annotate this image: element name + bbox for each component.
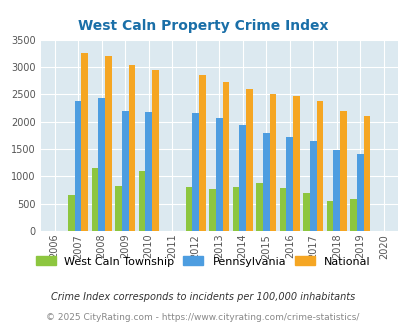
Bar	[209, 189, 215, 231]
Bar	[192, 114, 198, 231]
Bar	[316, 101, 322, 231]
Bar	[105, 56, 111, 231]
Bar	[222, 82, 228, 231]
Bar	[215, 118, 222, 231]
Bar	[92, 168, 98, 231]
Bar	[292, 96, 299, 231]
Bar	[286, 137, 292, 231]
Bar	[232, 187, 239, 231]
Bar	[68, 195, 75, 231]
Bar	[145, 112, 151, 231]
Bar	[198, 75, 205, 231]
Bar	[362, 116, 369, 231]
Bar	[333, 149, 339, 231]
Bar	[262, 133, 269, 231]
Bar	[139, 171, 145, 231]
Text: West Caln Property Crime Index: West Caln Property Crime Index	[78, 19, 327, 33]
Bar	[279, 188, 286, 231]
Bar	[256, 183, 262, 231]
Bar	[269, 94, 275, 231]
Bar	[339, 111, 346, 231]
Bar	[309, 141, 316, 231]
Bar	[303, 193, 309, 231]
Bar	[115, 186, 122, 231]
Text: © 2025 CityRating.com - https://www.cityrating.com/crime-statistics/: © 2025 CityRating.com - https://www.city…	[46, 313, 359, 322]
Text: Crime Index corresponds to incidents per 100,000 inhabitants: Crime Index corresponds to incidents per…	[51, 292, 354, 302]
Bar	[128, 65, 135, 231]
Bar	[122, 111, 128, 231]
Legend: West Caln Township, Pennsylvania, National: West Caln Township, Pennsylvania, Nation…	[36, 256, 369, 267]
Bar	[151, 70, 158, 231]
Bar	[185, 187, 192, 231]
Bar	[356, 154, 362, 231]
Bar	[245, 89, 252, 231]
Bar	[239, 125, 245, 231]
Bar	[326, 202, 333, 231]
Bar	[98, 98, 105, 231]
Bar	[81, 53, 88, 231]
Bar	[350, 199, 356, 231]
Bar	[75, 101, 81, 231]
